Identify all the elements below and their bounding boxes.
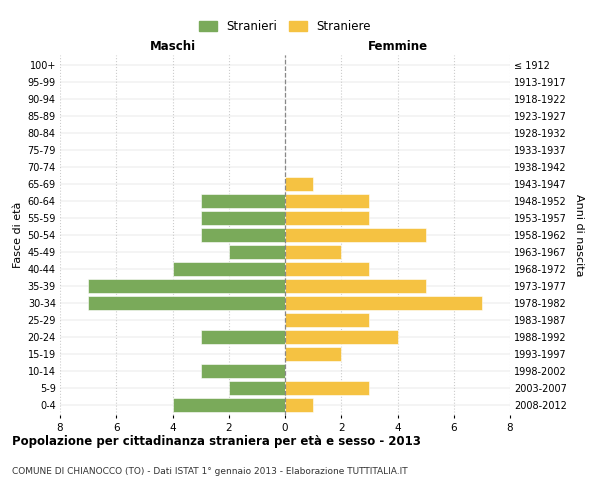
Bar [285, 194, 370, 208]
Bar [200, 228, 285, 242]
Text: Maschi: Maschi [149, 40, 196, 54]
Text: COMUNE DI CHIANOCCO (TO) - Dati ISTAT 1° gennaio 2013 - Elaborazione TUTTITALIA.: COMUNE DI CHIANOCCO (TO) - Dati ISTAT 1°… [12, 468, 407, 476]
Bar [88, 296, 285, 310]
Y-axis label: Fasce di età: Fasce di età [13, 202, 23, 268]
Bar [285, 398, 313, 412]
Bar [200, 211, 285, 225]
Bar [285, 262, 370, 276]
Bar [200, 194, 285, 208]
Bar [285, 296, 482, 310]
Bar [285, 211, 370, 225]
Bar [229, 245, 285, 259]
Bar [88, 279, 285, 293]
Legend: Stranieri, Straniere: Stranieri, Straniere [197, 18, 373, 36]
Bar [200, 330, 285, 344]
Bar [285, 177, 313, 191]
Bar [285, 313, 370, 327]
Text: Popolazione per cittadinanza straniera per età e sesso - 2013: Popolazione per cittadinanza straniera p… [12, 435, 421, 448]
Bar [285, 347, 341, 361]
Bar [229, 381, 285, 395]
Y-axis label: Anni di nascita: Anni di nascita [574, 194, 584, 276]
Text: Femmine: Femmine [367, 40, 428, 54]
Bar [173, 262, 285, 276]
Bar [285, 228, 425, 242]
Bar [173, 398, 285, 412]
Bar [200, 364, 285, 378]
Bar [285, 245, 341, 259]
Bar [285, 330, 398, 344]
Bar [285, 381, 370, 395]
Bar [285, 279, 425, 293]
